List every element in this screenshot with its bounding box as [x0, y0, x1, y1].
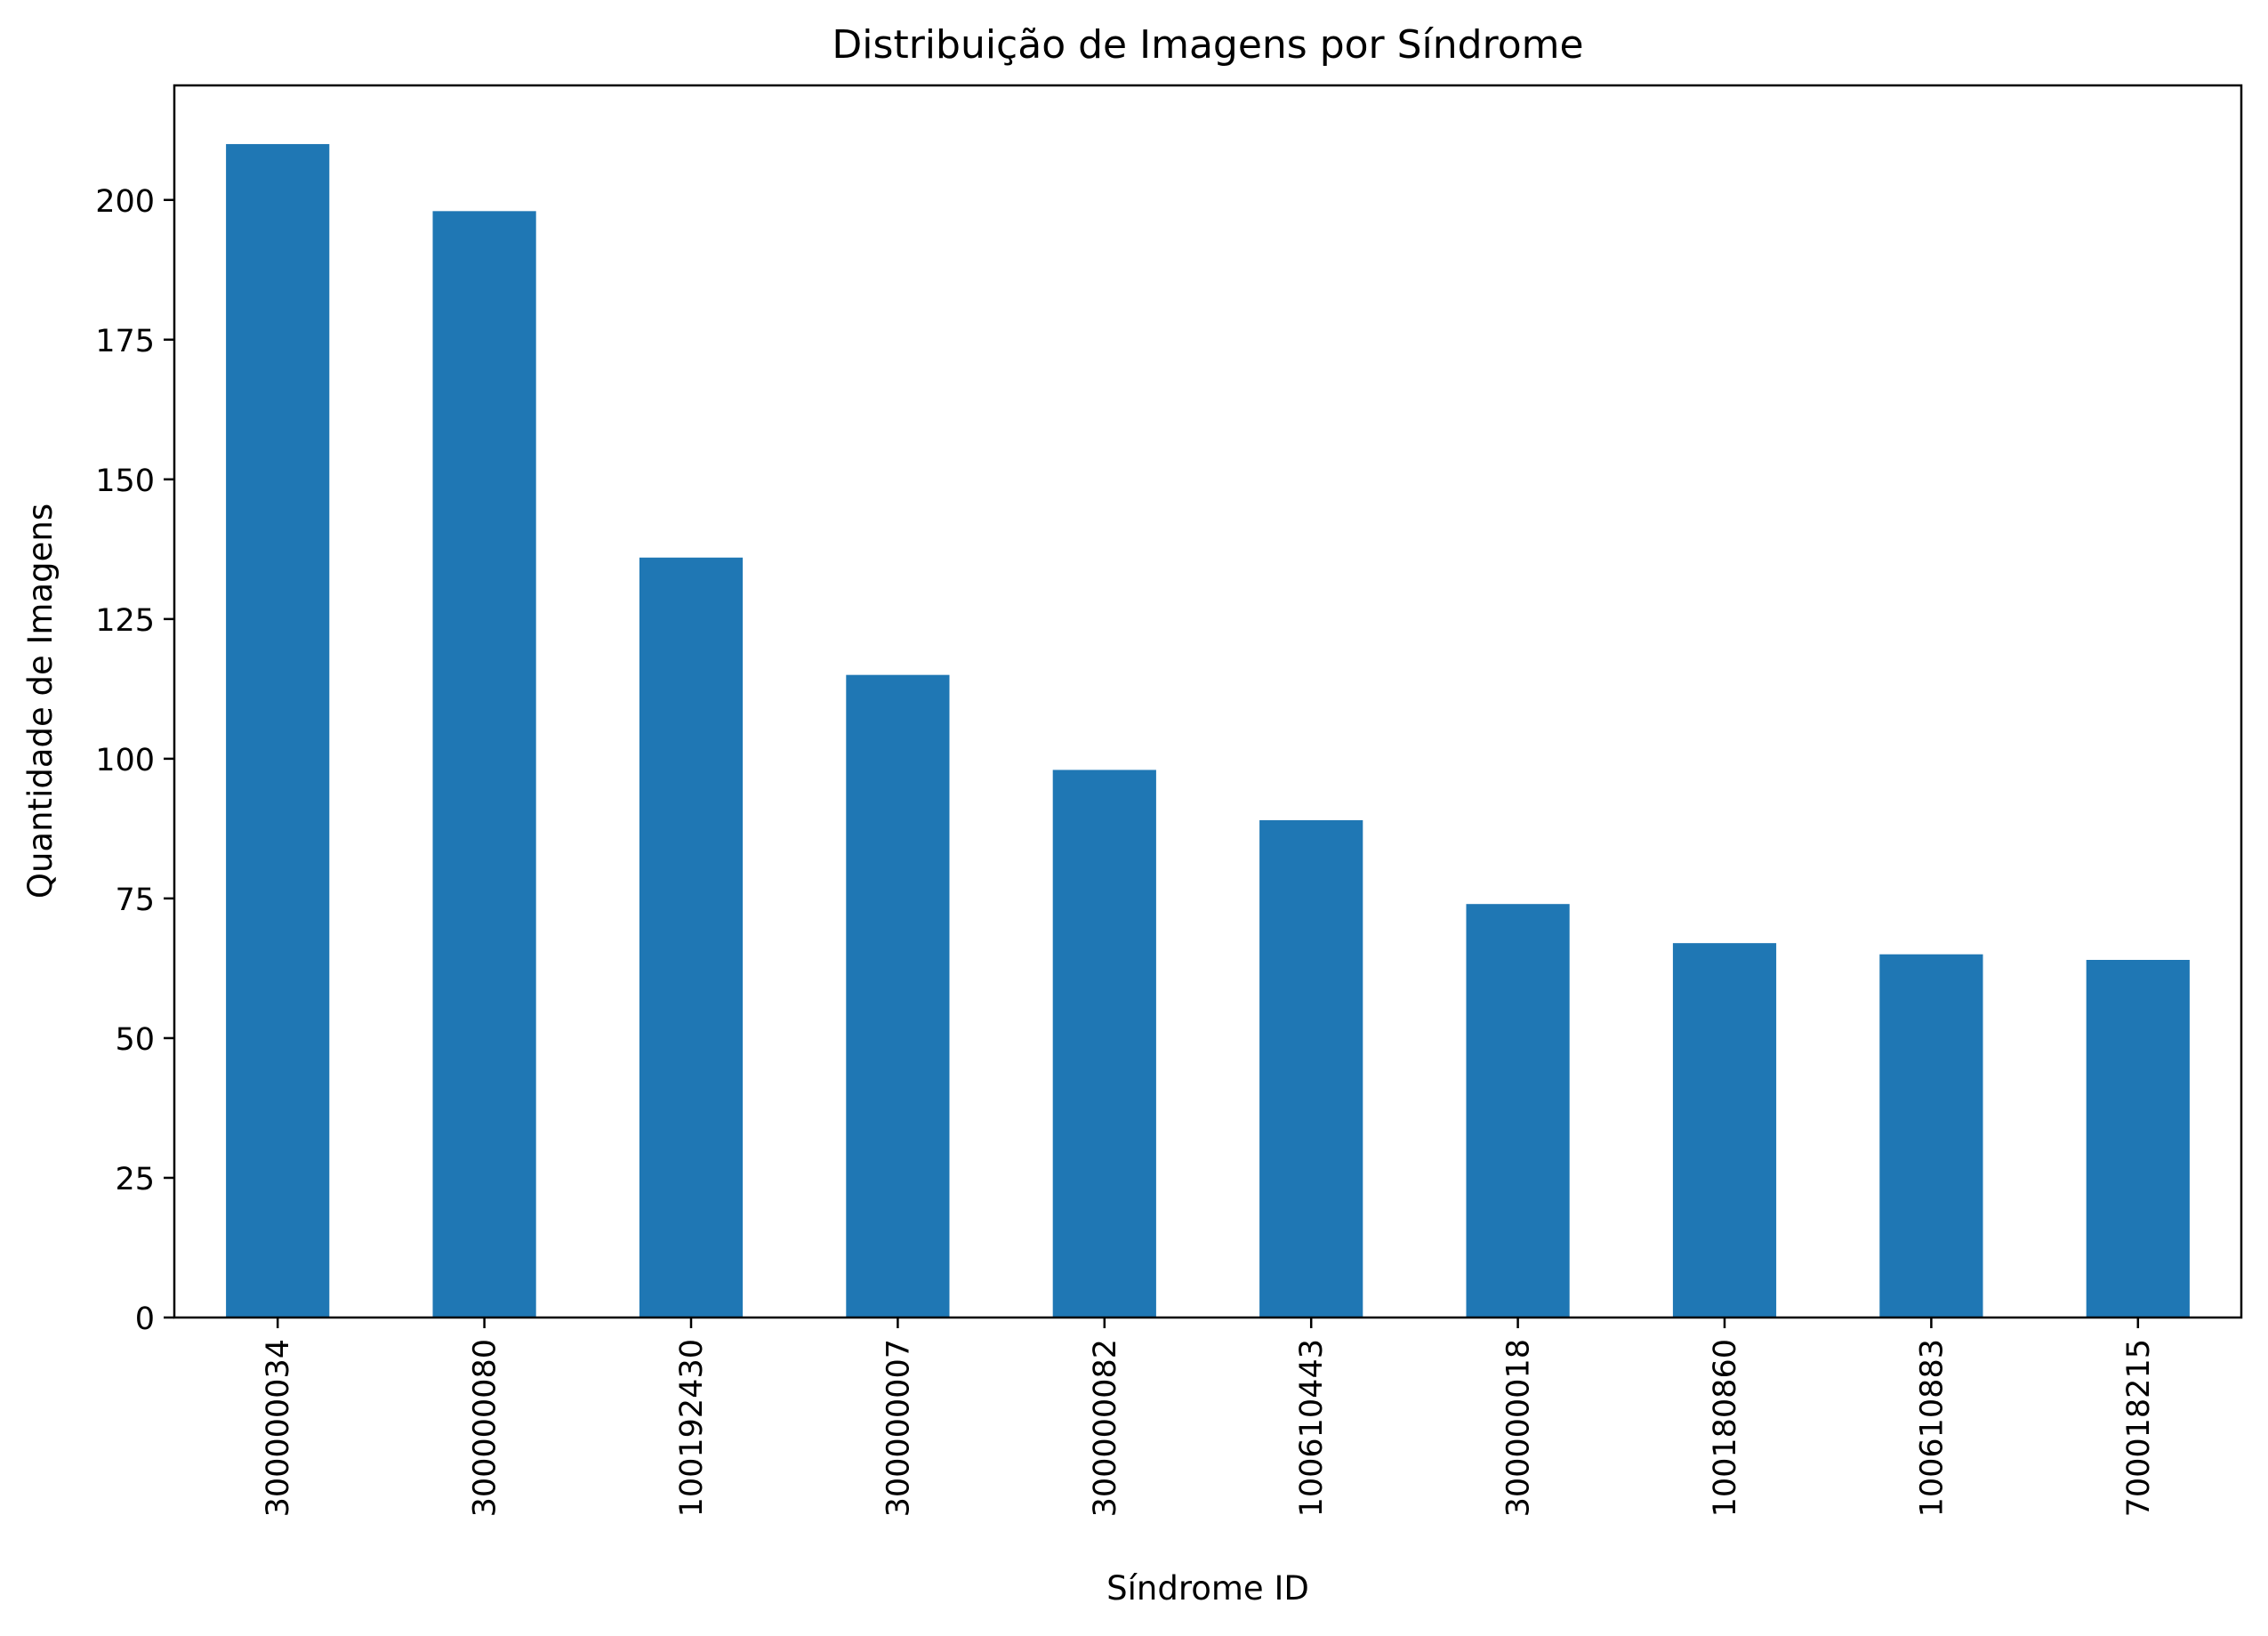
bar-300000080	[432, 211, 536, 1318]
x-tick-label: 300000080	[468, 1339, 503, 1517]
y-tick-label: 200	[95, 184, 155, 220]
y-tick-label: 50	[115, 1022, 155, 1058]
bar-300000007	[846, 674, 950, 1318]
bar-100610443	[1259, 819, 1363, 1318]
bar-100180860	[1672, 943, 1777, 1318]
bar-100192430	[639, 557, 744, 1318]
x-axis: 300000034 300000080 100192430 300000007 3000…	[261, 1318, 2157, 1517]
x-tick-label: 300000018	[1501, 1339, 1537, 1517]
x-tick-label: 700018215	[2121, 1339, 2157, 1517]
plot-frame	[173, 84, 2243, 1319]
y-tick-label: 150	[95, 463, 155, 499]
y-tick-label: 0	[135, 1302, 155, 1337]
y-tick-label: 175	[95, 324, 155, 359]
x-tick-label: 300000007	[881, 1339, 916, 1517]
x-axis-label: Síndrome ID	[1106, 1569, 1309, 1608]
bar-300000034	[226, 143, 330, 1318]
y-tick-label: 25	[115, 1162, 155, 1197]
bar-100610883	[1879, 954, 1983, 1318]
x-tick-label: 100610443	[1294, 1339, 1330, 1517]
y-tick-label: 125	[95, 603, 155, 639]
x-tick-label: 300000082	[1088, 1339, 1123, 1517]
x-tick-label: 100610883	[1914, 1339, 1950, 1517]
bars-layer	[226, 143, 2190, 1318]
x-tick-label: 100192430	[674, 1339, 710, 1517]
y-tick-label: 100	[95, 743, 155, 778]
bar-700018215	[2086, 960, 2190, 1318]
y-axis: 0 25 50 75 100 125 150 175 200	[95, 184, 174, 1337]
x-tick-label: 100180860	[1708, 1339, 1743, 1517]
y-axis-label: Quantidade de Imagens	[21, 504, 60, 899]
bar-300000082	[1052, 770, 1156, 1318]
x-tick-label: 300000034	[261, 1339, 296, 1517]
bar-300000018	[1466, 904, 1570, 1318]
chart-title: Distribuição de Imagens por Síndrome	[832, 22, 1583, 68]
y-tick-label: 75	[115, 882, 155, 918]
